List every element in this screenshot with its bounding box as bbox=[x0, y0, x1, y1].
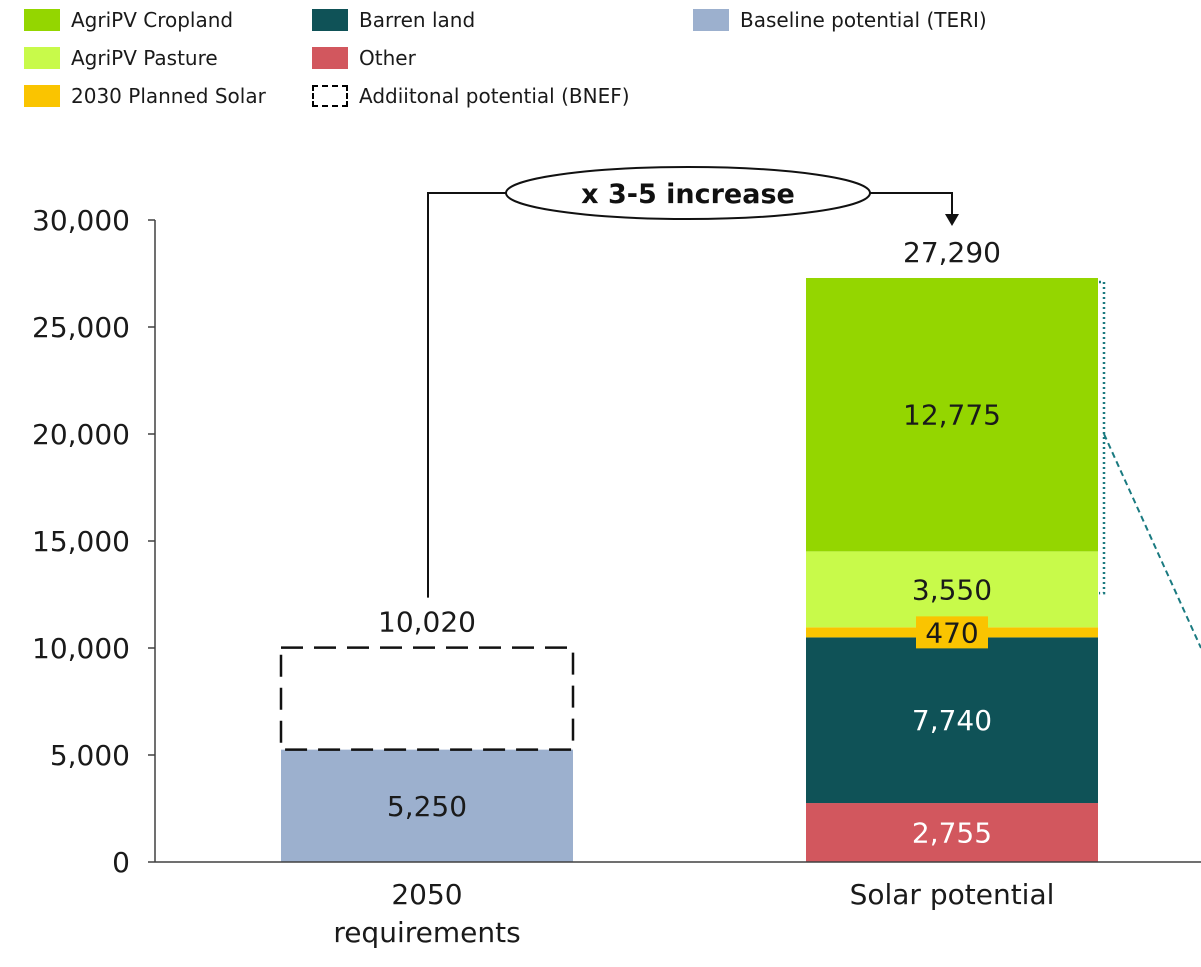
legend-label: AgriPV Cropland bbox=[71, 8, 234, 32]
legend-label: AgriPV Pasture bbox=[71, 46, 218, 70]
data-label: 12,775 bbox=[903, 399, 1001, 432]
bar-segment-agripv-cropland bbox=[806, 277, 1098, 552]
total-label: 10,020 bbox=[378, 606, 476, 639]
legend-item-barren-land: Barren land bbox=[312, 6, 475, 34]
data-label: 2,755 bbox=[912, 817, 992, 850]
bars bbox=[279, 277, 1098, 862]
bar-segment-other bbox=[806, 803, 1098, 862]
legend-label: Addiitonal potential (BNEF) bbox=[359, 84, 630, 108]
data-label-background bbox=[916, 616, 988, 649]
legend-item-planned-2030: 2030 Planned Solar bbox=[24, 82, 266, 110]
legend-swatch bbox=[24, 47, 60, 69]
legend-item-agripv-pasture: AgriPV Pasture bbox=[24, 44, 218, 72]
total-label: 27,290 bbox=[903, 236, 1001, 269]
data-label: 470 bbox=[925, 616, 978, 649]
y-tick-label: 20,000 bbox=[32, 418, 130, 451]
callout-text: x 3-5 increase bbox=[581, 179, 795, 210]
legend-label: Barren land bbox=[359, 8, 476, 32]
y-tick-label: 0 bbox=[112, 846, 130, 879]
legend-item-additional-bnef: Addiitonal potential (BNEF) bbox=[312, 82, 630, 110]
legend-item-baseline-teri: Baseline potential (TERI) bbox=[693, 6, 987, 34]
legend-label: Other bbox=[359, 46, 416, 70]
leader-line bbox=[1103, 433, 1201, 649]
agripv-bracket bbox=[1099, 280, 1106, 595]
legend-swatch bbox=[312, 9, 348, 31]
callout-ellipse bbox=[505, 166, 871, 220]
legend-swatch bbox=[24, 9, 60, 31]
legend-swatch bbox=[24, 85, 60, 107]
bar-segment-baseline-teri bbox=[281, 749, 573, 862]
increase-callout: x 3-5 increase bbox=[427, 166, 959, 598]
y-tick-label: 15,000 bbox=[32, 525, 130, 558]
x-tick-label: 2050 bbox=[391, 878, 462, 911]
data-labels: 5,250 10,020 2,755 7,740 470 3,550 12,775 27,29… bbox=[378, 236, 1201, 850]
bar-segment-additional-bnef bbox=[279, 646, 575, 751]
x-tick-label: Solar potential bbox=[850, 878, 1055, 911]
legend-item-other: Other bbox=[312, 44, 416, 72]
x-axis: 2050 requirements Solar potential bbox=[155, 861, 1201, 949]
x-tick-label: requirements bbox=[333, 916, 520, 949]
y-tick-label: 5,000 bbox=[50, 739, 130, 772]
callout-arrowhead bbox=[945, 213, 959, 226]
legend-item-agripv-cropland: AgriPV Cropland bbox=[24, 6, 233, 34]
y-axis: 0 5,000 10,000 15,000 20,000 25,000 30,000 bbox=[32, 204, 156, 879]
bar-segment-barren-land bbox=[806, 637, 1098, 804]
data-label: 5,250 bbox=[387, 790, 467, 823]
y-tick-label: 10,000 bbox=[32, 632, 130, 665]
y-tick-label: 25,000 bbox=[32, 311, 130, 344]
legend-swatch bbox=[312, 47, 348, 69]
legend-swatch bbox=[693, 9, 729, 31]
data-label: 3,550 bbox=[912, 573, 992, 606]
legend-label: Baseline potential (TERI) bbox=[740, 8, 987, 32]
y-tick-label: 30,000 bbox=[32, 204, 130, 237]
data-label: 7,740 bbox=[912, 704, 992, 737]
legend-swatch bbox=[312, 85, 348, 107]
legend-label: 2030 Planned Solar bbox=[71, 84, 266, 108]
bar-segment-agripv-pasture bbox=[806, 551, 1098, 628]
